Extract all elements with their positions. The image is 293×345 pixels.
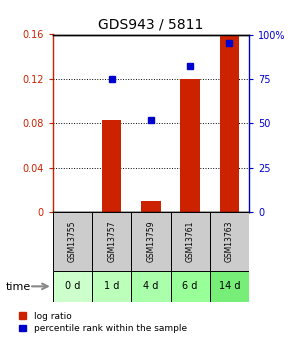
Title: GDS943 / 5811: GDS943 / 5811 xyxy=(98,18,204,32)
Text: 1 d: 1 d xyxy=(104,282,119,291)
Text: 6 d: 6 d xyxy=(183,282,198,291)
Bar xyxy=(53,271,92,302)
Text: GSM13757: GSM13757 xyxy=(107,221,116,262)
Bar xyxy=(92,271,131,302)
Text: 4 d: 4 d xyxy=(143,282,159,291)
Bar xyxy=(171,212,210,271)
Legend: log ratio, percentile rank within the sample: log ratio, percentile rank within the sa… xyxy=(19,312,187,333)
Text: 0 d: 0 d xyxy=(65,282,80,291)
Bar xyxy=(220,34,239,212)
Bar xyxy=(102,120,122,212)
Bar xyxy=(53,212,92,271)
Bar xyxy=(131,271,171,302)
Text: 14 d: 14 d xyxy=(219,282,240,291)
Text: GSM13759: GSM13759 xyxy=(146,221,155,262)
Bar xyxy=(131,212,171,271)
Text: GSM13763: GSM13763 xyxy=(225,221,234,262)
Text: time: time xyxy=(6,282,31,292)
Bar xyxy=(180,79,200,212)
Bar xyxy=(141,201,161,212)
Text: GSM13761: GSM13761 xyxy=(186,221,195,262)
Bar xyxy=(92,212,131,271)
Text: GSM13755: GSM13755 xyxy=(68,221,77,262)
Bar xyxy=(210,271,249,302)
Bar xyxy=(171,271,210,302)
Bar xyxy=(210,212,249,271)
